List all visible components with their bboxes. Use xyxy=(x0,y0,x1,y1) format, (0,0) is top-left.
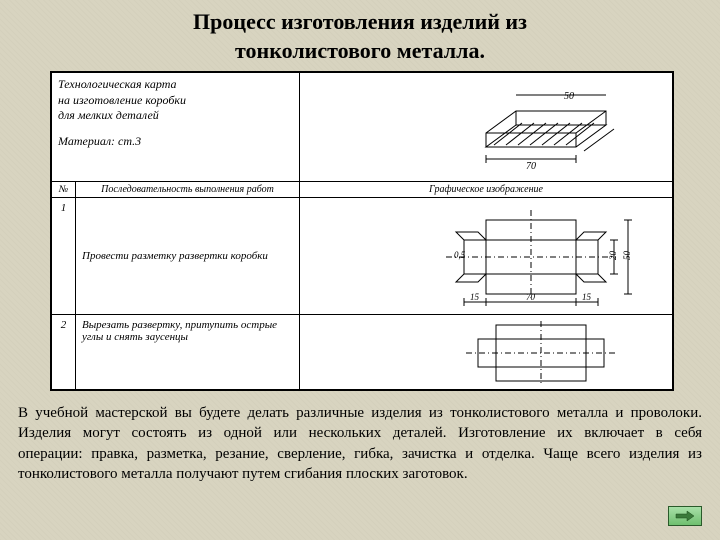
unfold-layout-drawing: 15 70 15 0,5 20 50 xyxy=(306,202,666,310)
row2-num: 2 xyxy=(52,315,76,390)
dim-off1: 15 xyxy=(470,292,480,302)
title-line-2: тонколистового металла. xyxy=(0,37,720,66)
next-arrow-button[interactable] xyxy=(668,506,702,526)
page-title: Процесс изготовления изделий из тонколис… xyxy=(0,0,720,65)
arrow-right-icon xyxy=(675,510,695,522)
box-3d-drawing: 70 50 xyxy=(306,77,666,177)
tech-card-table: Технологическая карта на изготовление ко… xyxy=(50,71,674,391)
dim-h2: 50 xyxy=(622,251,632,261)
tech-card-material: Материал: ст.3 xyxy=(58,134,293,150)
row1-desc: Провести разметку развертки коробки xyxy=(76,198,300,315)
title-line-1: Процесс изготовления изделий из xyxy=(0,8,720,37)
dim-h1: 20 xyxy=(608,251,618,261)
dim-w: 70 xyxy=(526,292,536,302)
body-paragraph: В учебной мастерской вы будете делать ра… xyxy=(18,403,702,484)
tech-card-header-cell: Технологическая карта на изготовление ко… xyxy=(52,73,300,182)
tech-card-title: Технологическая карта xyxy=(58,77,293,93)
col-header-desc: Последовательность выполнения работ xyxy=(76,182,300,198)
tech-card-sub1: на изготовление коробки xyxy=(58,93,293,109)
tech-card-sub2: для мелких деталей xyxy=(58,108,293,124)
cutout-drawing xyxy=(306,319,666,385)
col-header-draw: Графическое изображение xyxy=(300,182,673,198)
box-3d-drawing-cell: 70 50 xyxy=(300,73,673,182)
row1-drawing-cell: 15 70 15 0,5 20 50 xyxy=(300,198,673,315)
row2-drawing-cell xyxy=(300,315,673,390)
dim-width: 70 xyxy=(526,161,536,172)
row2-desc: Вырезать развертку, притупить острые угл… xyxy=(76,315,300,390)
row1-num: 1 xyxy=(52,198,76,315)
col-header-num: № xyxy=(52,182,76,198)
dim-off2: 15 xyxy=(582,292,592,302)
dim-depth: 50 xyxy=(564,91,574,102)
dim-gap: 0,5 xyxy=(454,250,466,260)
